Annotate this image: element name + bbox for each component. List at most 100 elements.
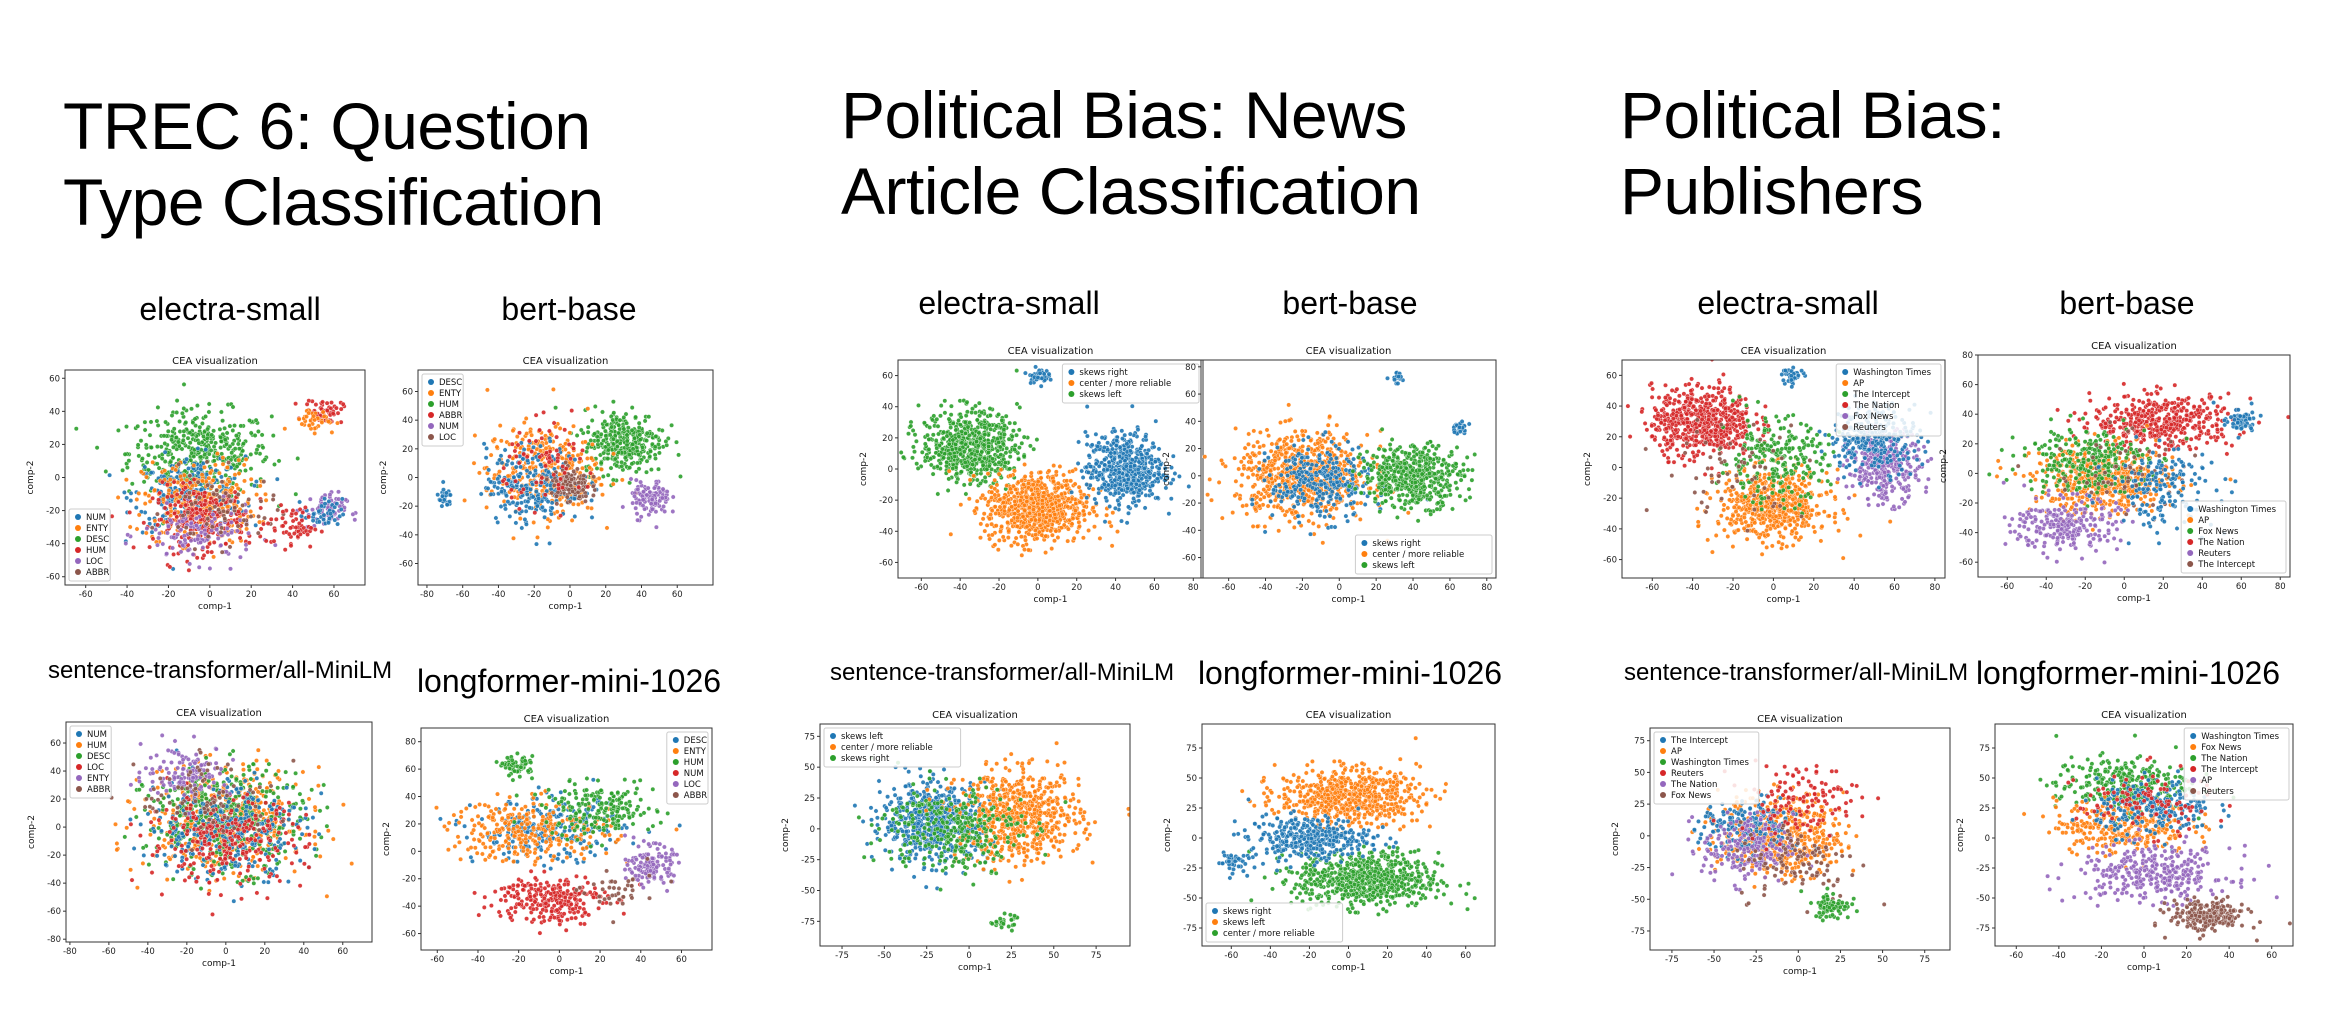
data-point — [585, 424, 591, 430]
data-point — [237, 843, 243, 849]
chart-title: CEA visualization — [172, 356, 258, 367]
data-point — [131, 846, 137, 851]
data-point — [180, 771, 185, 777]
x-tick-label: -40 — [492, 590, 506, 600]
data-point — [184, 477, 190, 483]
data-point — [141, 479, 147, 485]
data-point — [286, 531, 292, 537]
data-point — [161, 433, 167, 439]
x-tick-label: -80 — [63, 947, 77, 957]
data-point — [172, 775, 177, 781]
data-point — [352, 517, 358, 523]
data-point — [184, 806, 190, 811]
data-point — [181, 428, 187, 434]
x-tick-label: -20 — [180, 947, 194, 957]
data-point — [122, 834, 128, 840]
data-point — [157, 490, 163, 496]
data-point — [546, 428, 552, 434]
data-point — [648, 501, 654, 507]
data-point — [133, 505, 139, 511]
data-point — [498, 453, 504, 459]
data-point — [305, 532, 311, 537]
data-point — [284, 785, 290, 791]
data-point — [338, 406, 344, 412]
data-point — [530, 460, 536, 466]
data-point — [160, 496, 166, 502]
data-point — [246, 764, 252, 769]
data-point — [509, 495, 515, 500]
data-point — [128, 490, 134, 496]
data-point — [141, 852, 147, 858]
data-point — [523, 508, 529, 514]
data-point — [213, 760, 219, 766]
data-point — [226, 846, 232, 851]
legend-label: HUM — [87, 741, 107, 751]
data-point — [192, 760, 198, 766]
data-point — [183, 848, 189, 854]
data-point — [334, 501, 340, 507]
data-point — [222, 856, 228, 862]
data-point — [309, 787, 315, 793]
data-point — [234, 528, 240, 534]
data-point — [290, 508, 296, 513]
data-point — [230, 404, 236, 410]
data-point — [190, 851, 196, 857]
y-tick-label: 60 — [402, 388, 413, 398]
data-point — [555, 856, 561, 862]
data-point — [265, 879, 271, 885]
data-point — [319, 420, 325, 425]
data-point — [543, 445, 549, 451]
data-point — [588, 470, 593, 476]
data-point — [173, 467, 179, 473]
data-point — [562, 427, 568, 433]
data-point — [147, 544, 153, 550]
data-point — [187, 473, 193, 479]
data-point — [254, 758, 259, 763]
data-point — [544, 477, 550, 483]
data-point — [266, 761, 272, 767]
data-point — [160, 843, 166, 849]
data-point — [310, 507, 315, 513]
data-point — [277, 825, 283, 831]
data-point — [505, 755, 510, 761]
data-point — [280, 523, 286, 529]
data-point — [224, 549, 229, 555]
data-point — [306, 410, 312, 416]
data-point — [180, 825, 186, 830]
data-point — [198, 750, 204, 755]
data-point — [560, 485, 566, 491]
data-point — [232, 841, 238, 846]
data-point — [113, 821, 118, 827]
data-point — [619, 477, 625, 483]
data-point — [191, 860, 197, 866]
data-point — [159, 828, 164, 834]
data-point — [270, 433, 276, 438]
scatter-points — [434, 750, 683, 936]
data-point — [148, 755, 154, 761]
data-point — [179, 490, 185, 496]
data-point — [162, 441, 168, 446]
model-label: longformer-mini-1026 — [1975, 655, 2281, 691]
data-point — [194, 510, 200, 516]
data-point — [143, 530, 149, 536]
data-point — [644, 458, 650, 464]
data-point — [638, 514, 644, 520]
data-point — [283, 855, 289, 861]
data-point — [207, 824, 213, 829]
data-point — [233, 853, 239, 859]
data-point — [260, 772, 265, 778]
data-point — [264, 895, 270, 901]
data-point — [312, 846, 318, 852]
data-point — [306, 796, 312, 802]
data-point — [551, 472, 557, 478]
data-point — [180, 480, 186, 486]
data-point — [349, 861, 355, 867]
data-point — [192, 791, 198, 797]
data-point — [193, 506, 199, 512]
data-point — [210, 911, 215, 917]
data-point — [218, 542, 224, 548]
data-point — [520, 456, 526, 462]
data-point — [630, 441, 636, 447]
data-point — [317, 808, 323, 814]
data-point — [257, 784, 263, 790]
